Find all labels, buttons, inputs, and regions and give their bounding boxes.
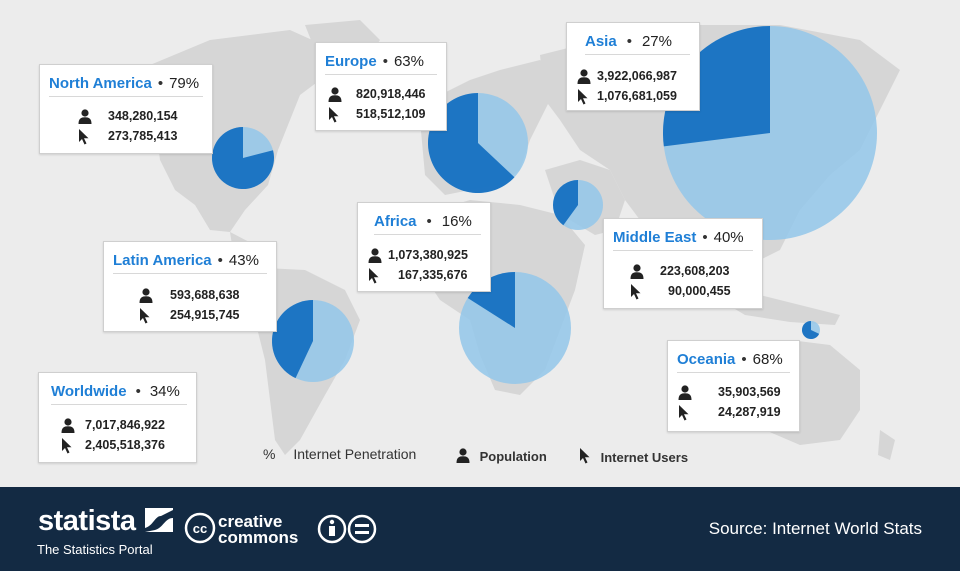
person-icon (139, 288, 153, 304)
legend-population-label: Population (479, 449, 547, 464)
percent-symbol: % (263, 446, 276, 462)
users-value: 90,000,455 (668, 284, 731, 298)
footer: statista The Statistics Portal cc creati… (0, 487, 960, 571)
users-value: 273,785,413 (108, 129, 178, 143)
pie-slice-north-america (211, 127, 275, 190)
attribution-icon (317, 514, 347, 544)
legend-penetration: % Internet Penetration (263, 446, 416, 466)
cc-logo-icon: cc creative commons (184, 512, 377, 547)
region-penetration: 68% (752, 351, 783, 368)
creative-commons-badge[interactable]: cc creative commons (184, 511, 380, 552)
region-name: Worldwide (51, 383, 127, 400)
card-latin-america: Latin America • 43% 593,688,638 254,915,74… (103, 241, 277, 332)
card-header: Latin America • 43% (113, 251, 267, 274)
cc-label-top: creative (218, 512, 282, 531)
users-value: 2,405,518,376 (85, 438, 165, 452)
brand-name: statista (38, 505, 136, 537)
cursor-icon (579, 448, 591, 464)
cursor-icon (368, 268, 382, 284)
card-header: North America • 79% (49, 74, 203, 97)
cursor-icon (61, 438, 75, 454)
population-value: 1,073,380,925 (388, 248, 468, 262)
card-europe: Europe • 63% 820,918,446 518,512,109 (315, 42, 447, 131)
pie-layer (211, 26, 877, 384)
card-header: Worldwide • 34% (51, 382, 187, 405)
pie-slice-asia (663, 26, 770, 147)
card-oceania: Oceania • 68% 35,903,569 24,287,919 (667, 340, 800, 432)
chart-area: North America • 79% 348,280,154 273,785,41… (38, 20, 900, 468)
no-derivatives-icon (347, 514, 377, 544)
person-icon (61, 418, 75, 434)
region-name: Africa (374, 213, 417, 230)
cc-label-bottom: commons (218, 528, 298, 547)
population-value: 348,280,154 (108, 109, 178, 123)
statista-wave-icon (145, 508, 174, 532)
person-icon (328, 87, 342, 103)
person-icon (577, 69, 591, 85)
card-header: Oceania • 68% (677, 350, 790, 373)
users-value: 254,915,745 (170, 308, 240, 322)
card-africa: Africa • 16% 1,073,380,925 167,335,676 (357, 202, 491, 292)
population-value: 223,608,203 (660, 264, 730, 278)
card-north-america: North America • 79% 348,280,154 273,785,41… (39, 64, 213, 154)
card-asia: Asia • 27% 3,922,066,987 1,076,681,059 (566, 22, 700, 111)
cursor-icon (78, 129, 92, 145)
region-penetration: 79% (169, 75, 200, 92)
legend-penetration-label: Internet Penetration (293, 446, 417, 462)
region-penetration: 43% (228, 252, 259, 269)
pie-slice-middle-east (552, 180, 578, 226)
legend-users-label: Internet Users (600, 450, 689, 465)
pie-slice-latin-america (272, 300, 313, 379)
region-name: Asia (585, 33, 617, 50)
card-header: Middle East • 40% (613, 228, 753, 251)
card-worldwide: Worldwide • 34% 7,017,846,922 2,405,518,37… (38, 372, 197, 463)
person-icon (456, 448, 470, 463)
cursor-icon (577, 89, 591, 105)
legend-population: Population (456, 448, 547, 468)
region-penetration: 27% (641, 33, 672, 50)
users-value: 167,335,676 (398, 268, 468, 282)
new-zealand-shape (878, 430, 895, 460)
pie-slice-europe (428, 93, 515, 193)
person-icon (368, 248, 382, 264)
population-value: 7,017,846,922 (85, 418, 165, 432)
card-header: Asia • 27% (585, 32, 690, 55)
population-value: 820,918,446 (356, 87, 426, 101)
cursor-icon (630, 284, 644, 300)
region-penetration: 34% (149, 383, 180, 400)
region-penetration: 16% (441, 213, 472, 230)
population-value: 593,688,638 (170, 288, 240, 302)
cursor-icon (139, 308, 153, 324)
person-icon (78, 109, 92, 125)
legend-users: Internet Users (579, 448, 688, 468)
cursor-icon (678, 405, 692, 421)
person-icon (678, 385, 692, 401)
users-value: 1,076,681,059 (597, 89, 677, 103)
source-label: Source: Internet World Stats (708, 519, 922, 538)
statista-logo[interactable]: statista (38, 505, 174, 538)
pie-slice-oceania (801, 321, 820, 340)
card-header: Europe • 63% (325, 52, 437, 75)
region-name: Latin America (113, 252, 212, 269)
card-middle-east: Middle East • 40% 223,608,203 90,000,455 (603, 218, 763, 309)
population-value: 35,903,569 (718, 385, 781, 399)
region-name: Middle East (613, 229, 697, 246)
region-penetration: 63% (393, 53, 424, 70)
region-name: North America (49, 75, 152, 92)
users-value: 518,512,109 (356, 107, 426, 121)
card-header: Africa • 16% (374, 212, 481, 235)
svg-text:cc: cc (193, 521, 207, 536)
region-penetration: 40% (713, 229, 744, 246)
region-name: Oceania (677, 351, 736, 368)
region-name: Europe (325, 53, 377, 70)
users-value: 24,287,919 (718, 405, 781, 419)
cursor-icon (328, 107, 342, 123)
person-icon (630, 264, 644, 280)
brand-tagline: The Statistics Portal (37, 542, 153, 557)
population-value: 3,922,066,987 (597, 69, 677, 83)
